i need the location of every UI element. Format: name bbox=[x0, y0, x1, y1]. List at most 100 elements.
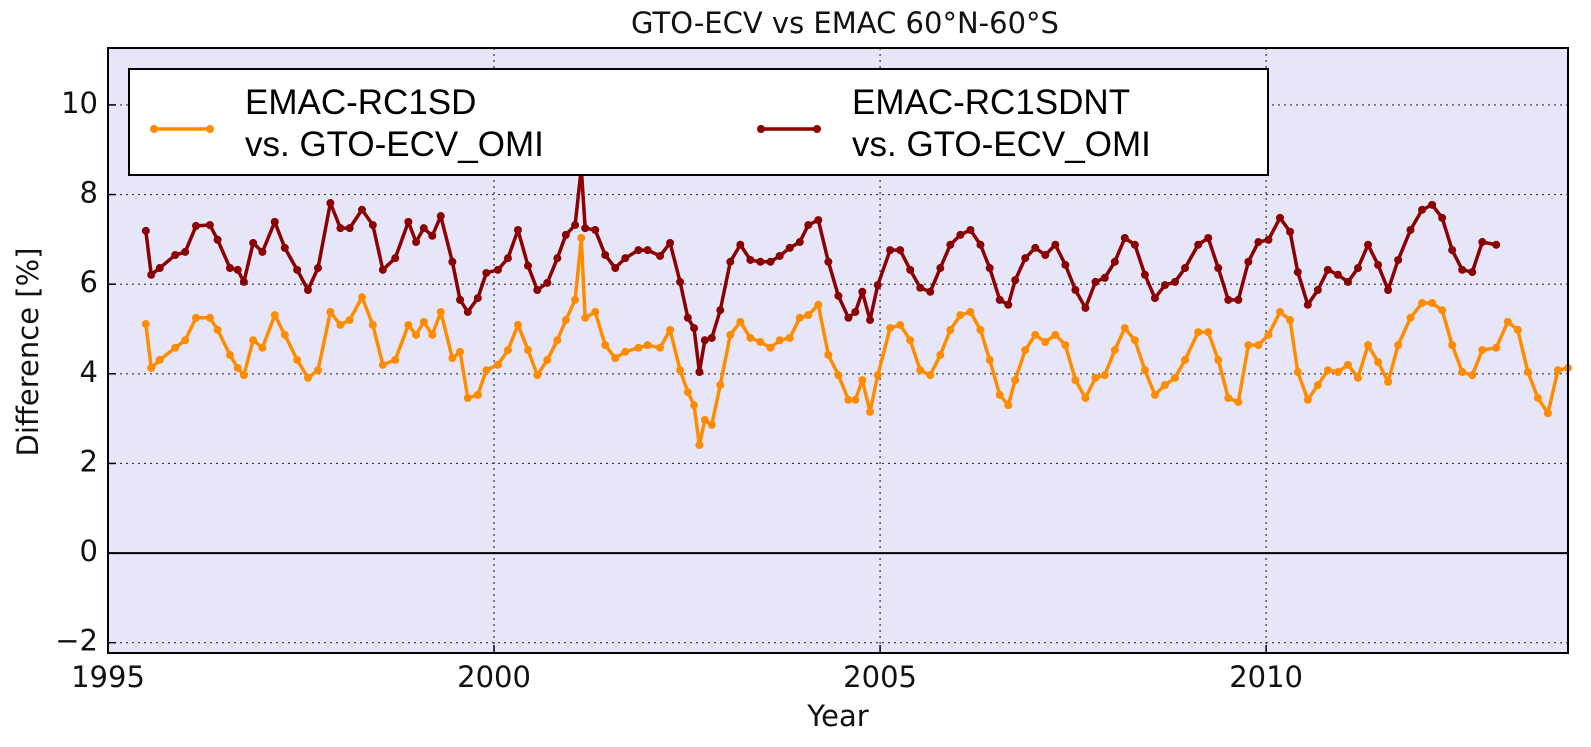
data-point bbox=[1234, 295, 1243, 304]
data-point bbox=[1204, 328, 1213, 337]
y-tick-label: 6 bbox=[80, 265, 98, 299]
data-point bbox=[1343, 277, 1352, 286]
data-point bbox=[1333, 270, 1342, 279]
data-point bbox=[756, 257, 765, 266]
data-point bbox=[866, 316, 875, 325]
data-point bbox=[205, 221, 214, 230]
data-point bbox=[690, 324, 699, 333]
data-point bbox=[1438, 213, 1447, 222]
data-point bbox=[1150, 294, 1159, 303]
data-point bbox=[1303, 395, 1312, 404]
data-point bbox=[1004, 401, 1013, 410]
data-point bbox=[1523, 368, 1532, 377]
data-point bbox=[571, 295, 580, 304]
data-point bbox=[766, 257, 775, 266]
data-point bbox=[280, 330, 289, 339]
data-point bbox=[473, 390, 482, 399]
data-point bbox=[293, 355, 302, 364]
data-point bbox=[482, 268, 491, 277]
data-point bbox=[1478, 346, 1487, 355]
data-point bbox=[766, 343, 775, 352]
legend-swatch bbox=[150, 125, 214, 133]
data-point bbox=[293, 265, 302, 274]
data-point bbox=[621, 347, 630, 356]
data-point bbox=[656, 251, 665, 260]
data-point bbox=[513, 225, 522, 234]
data-point bbox=[995, 390, 1004, 399]
data-point bbox=[1171, 277, 1180, 286]
data-point bbox=[1313, 381, 1322, 390]
data-point bbox=[1374, 260, 1383, 269]
data-point bbox=[1244, 341, 1253, 350]
data-point bbox=[1081, 394, 1090, 403]
data-point bbox=[456, 347, 465, 356]
data-point bbox=[233, 265, 242, 274]
data-point bbox=[543, 278, 552, 287]
data-point bbox=[601, 341, 610, 350]
data-point bbox=[1100, 273, 1109, 282]
data-point bbox=[1492, 240, 1501, 249]
data-point bbox=[1041, 337, 1050, 346]
data-point bbox=[533, 371, 542, 380]
data-point bbox=[503, 254, 512, 263]
data-point bbox=[1438, 306, 1447, 315]
data-point bbox=[683, 388, 692, 397]
y-tick-label: 4 bbox=[80, 355, 98, 389]
data-point bbox=[1071, 286, 1080, 294]
data-point bbox=[1194, 328, 1203, 337]
data-point bbox=[1406, 313, 1415, 322]
data-point bbox=[419, 317, 428, 326]
data-point bbox=[1286, 316, 1295, 325]
data-point bbox=[1224, 394, 1233, 403]
data-point bbox=[233, 363, 242, 372]
data-point bbox=[1051, 240, 1060, 249]
data-point bbox=[225, 264, 234, 273]
data-point bbox=[946, 325, 955, 334]
data-point bbox=[171, 343, 180, 352]
data-point bbox=[643, 341, 652, 350]
x-tick-label: 2000 bbox=[457, 660, 531, 694]
data-point bbox=[141, 226, 150, 235]
data-point bbox=[1394, 341, 1403, 350]
data-point bbox=[814, 300, 823, 309]
data-point bbox=[225, 350, 234, 359]
data-point bbox=[916, 366, 925, 375]
data-point bbox=[1234, 398, 1243, 407]
data-point bbox=[1418, 298, 1427, 307]
data-point bbox=[378, 265, 387, 274]
data-point bbox=[1384, 377, 1393, 386]
data-point bbox=[985, 264, 994, 273]
data-point bbox=[270, 217, 279, 226]
data-point bbox=[1364, 341, 1373, 350]
data-point bbox=[192, 221, 201, 230]
data-point bbox=[1214, 355, 1223, 364]
data-point bbox=[448, 257, 457, 266]
data-point bbox=[1204, 234, 1213, 243]
data-point bbox=[1160, 381, 1169, 390]
data-point bbox=[1100, 371, 1109, 380]
data-point bbox=[1021, 346, 1030, 355]
data-point bbox=[1333, 368, 1342, 377]
data-point bbox=[1061, 260, 1070, 269]
legend-marker bbox=[813, 125, 821, 133]
data-point bbox=[1031, 330, 1040, 339]
data-point bbox=[756, 337, 765, 346]
data-point bbox=[1150, 390, 1159, 399]
data-point bbox=[553, 254, 562, 263]
data-point bbox=[326, 199, 335, 208]
data-point bbox=[192, 313, 201, 322]
data-point bbox=[716, 381, 725, 390]
data-point bbox=[577, 234, 586, 243]
data-point bbox=[716, 306, 725, 315]
data-point bbox=[1254, 238, 1263, 247]
data-point bbox=[368, 221, 377, 230]
data-point bbox=[473, 294, 482, 303]
data-point bbox=[795, 313, 804, 322]
data-point bbox=[1428, 200, 1437, 209]
data-point bbox=[906, 265, 915, 274]
data-point bbox=[1130, 336, 1139, 345]
data-point bbox=[896, 320, 905, 329]
data-point bbox=[1051, 330, 1060, 339]
data-point bbox=[270, 311, 279, 320]
